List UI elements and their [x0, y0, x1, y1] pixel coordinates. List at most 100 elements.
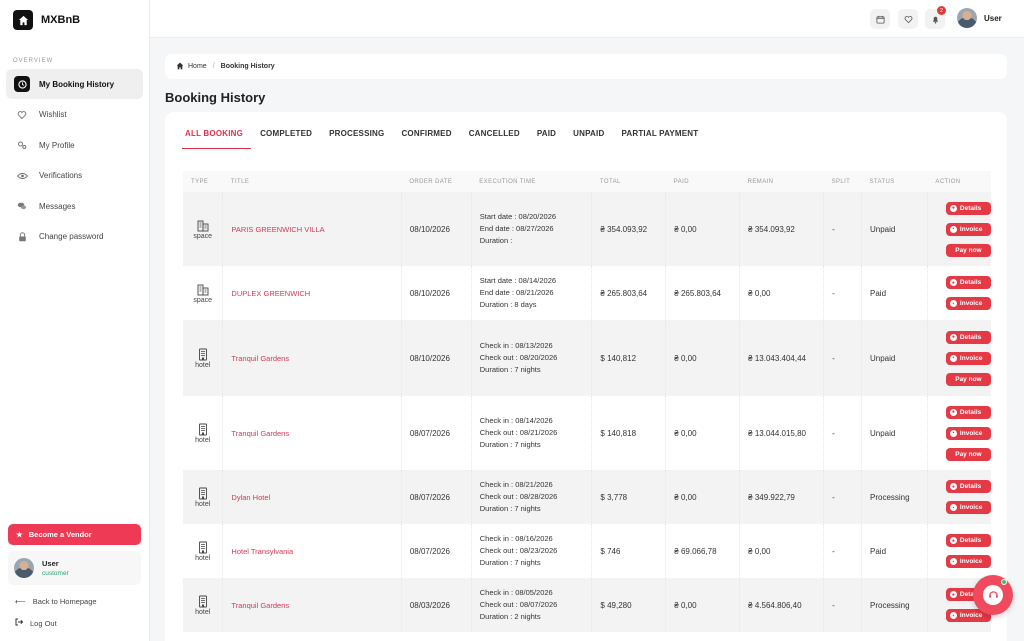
booking-title-link[interactable]: Tranquil Gardens — [222, 320, 402, 396]
status-badge: Processing — [861, 578, 928, 632]
remain-amount: ₴ 0,00 — [739, 266, 824, 320]
sidebar-item-label: Change password — [39, 232, 104, 241]
booking-title-link[interactable]: Tranquil Gardens — [222, 578, 402, 632]
tab-cancelled[interactable]: CANCELLED — [468, 129, 520, 138]
action-cell: ● Details ▪ Invoice — [926, 524, 991, 578]
back-to-homepage-link[interactable]: ⟵ Back to Homepage — [15, 597, 97, 606]
tab-paid[interactable]: PAID — [536, 129, 557, 138]
execution-line: Duration : 8 days — [479, 300, 537, 309]
sidebar-item-profile[interactable]: My Profile — [6, 130, 143, 160]
details-label: Details — [959, 279, 982, 286]
logout-label: Log Out — [30, 618, 57, 628]
booking-title-link[interactable]: PARIS GREENWICH VILLA — [222, 192, 402, 266]
execution-time: Start date : 08/20/2026 End date : 08/27/… — [470, 192, 592, 266]
eye-icon: ● — [949, 333, 957, 341]
sidebar-item-messages[interactable]: Messages — [6, 191, 143, 221]
notification-badge: 2 — [937, 6, 946, 15]
details-button[interactable]: ● Details — [945, 276, 991, 289]
user-menu[interactable]: User — [957, 8, 1002, 28]
order-date: 08/07/2026 — [400, 470, 472, 524]
booking-title-link[interactable]: Hotel Transylvania — [222, 524, 402, 578]
heart-icon[interactable] — [898, 9, 918, 29]
tab-confirmed[interactable]: CONFIRMED — [401, 129, 452, 138]
gears-icon — [14, 137, 30, 153]
invoice-button[interactable]: ▪ Invoice — [945, 351, 991, 365]
tab-processing[interactable]: PROCESSING — [329, 129, 385, 138]
sidebar-item-booking-history[interactable]: My Booking History — [6, 69, 143, 99]
invoice-button[interactable]: ▪ Invoice — [945, 501, 991, 514]
eye-icon: ● — [949, 537, 957, 544]
brand[interactable]: MXBnB — [0, 0, 149, 40]
pay-now-label: Pay now — [955, 450, 982, 458]
execution-line: End date : 08/21/2026 — [479, 288, 554, 297]
become-vendor-button[interactable]: ★ Become a Vendor — [8, 524, 141, 545]
details-label: Details — [959, 483, 982, 490]
execution-line: Check out : 08/21/2026 — [479, 428, 558, 437]
print-icon: ▪ — [949, 225, 957, 233]
sidebar-item-label: Verifications — [39, 171, 83, 180]
details-button[interactable]: ● Details — [945, 201, 991, 215]
paid-amount: ₴ 69.066,78 — [665, 524, 740, 578]
logout-icon — [15, 618, 24, 628]
tab-all-booking[interactable]: ALL BOOKING — [182, 129, 254, 149]
calendar-icon[interactable] — [870, 9, 890, 29]
execution-time: Check in : 08/21/2026 Check out : 08/28/2… — [470, 470, 592, 524]
action-cell: ● Details ▪ Invoice Pay now — [926, 320, 991, 396]
status-badge: Paid — [861, 524, 928, 578]
header-action: ACTION — [927, 171, 991, 192]
invoice-button[interactable]: ▪ Invoice — [945, 297, 991, 310]
tab-unpaid[interactable]: UNPAID — [573, 129, 605, 138]
details-button[interactable]: ● Details — [945, 534, 991, 547]
details-button[interactable]: ● Details — [945, 480, 991, 493]
sidebar-item-verifications[interactable]: Verifications — [6, 161, 143, 191]
details-button[interactable]: ● Details — [945, 405, 991, 419]
support-icon — [983, 585, 1003, 605]
avatar — [14, 558, 34, 578]
details-label: Details — [959, 408, 982, 416]
tab-partial-payment[interactable]: PARTIAL PAYMENT — [621, 129, 699, 138]
sidebar-item-label: My Profile — [39, 140, 75, 150]
print-icon: ▪ — [949, 612, 957, 619]
print-icon: ▪ — [949, 504, 957, 511]
chat-widget-button[interactable] — [973, 575, 1013, 615]
execution-line: Duration : 7 nights — [479, 558, 541, 567]
pay-now-button[interactable]: Pay now — [945, 243, 991, 257]
details-button[interactable]: ● Details — [945, 330, 991, 344]
execution-line: Check out : 08/20/2026 — [479, 353, 558, 362]
invoice-button[interactable]: ▪ Invoice — [945, 609, 991, 622]
breadcrumb-home[interactable]: Home — [188, 63, 207, 70]
user-card[interactable]: User customer — [8, 551, 141, 585]
execution-line: Duration : 7 nights — [479, 440, 541, 449]
sidebar-item-wishlist[interactable]: Wishlist — [6, 100, 143, 130]
execution-line: Check out : 08/07/2026 — [479, 600, 558, 609]
split-value: - — [823, 396, 862, 470]
booking-title-link[interactable]: DUPLEX GREENWICH — [222, 266, 402, 320]
execution-time: Check in : 08/16/2026 Check out : 08/23/2… — [470, 524, 592, 578]
invoice-button[interactable]: ▪ Invoice — [945, 555, 991, 568]
order-date: 08/03/2026 — [400, 578, 472, 632]
status-badge: Unpaid — [861, 396, 928, 470]
total-amount: $ 49,280 — [591, 578, 666, 632]
logout-link[interactable]: Log Out — [15, 618, 57, 628]
order-date: 08/10/2026 — [400, 266, 472, 320]
breadcrumb: Home / Booking History — [165, 54, 1007, 79]
eye-icon: ● — [949, 483, 957, 490]
booking-title-link[interactable]: Tranquil Gardens — [222, 396, 402, 470]
bell-icon[interactable]: 2 — [925, 6, 946, 29]
header-remain: REMAIN — [739, 171, 824, 192]
pay-now-button[interactable]: Pay now — [945, 447, 991, 461]
action-cell: ● Details ▪ Invoice Pay now — [926, 192, 991, 266]
invoice-button[interactable]: ▪ Invoice — [945, 222, 991, 236]
print-icon: ▪ — [949, 354, 957, 362]
split-value: - — [823, 192, 862, 266]
table-row: space DUPLEX GREENWICH 08/10/2026 Start dat… — [183, 266, 991, 320]
execution-line: Start date : 08/20/2026 — [479, 212, 557, 221]
execution-line: Check in : 08/21/2026 — [479, 480, 553, 489]
booking-title-link[interactable]: Dylan Hotel — [222, 470, 402, 524]
execution-line: Check in : 08/16/2026 — [479, 534, 553, 543]
tab-completed[interactable]: COMPLETED — [260, 129, 313, 138]
sidebar-item-change-password[interactable]: Change password — [6, 222, 143, 252]
invoice-button[interactable]: ▪ Invoice — [945, 426, 991, 440]
order-date: 08/07/2026 — [400, 524, 472, 578]
pay-now-button[interactable]: Pay now — [945, 372, 991, 386]
